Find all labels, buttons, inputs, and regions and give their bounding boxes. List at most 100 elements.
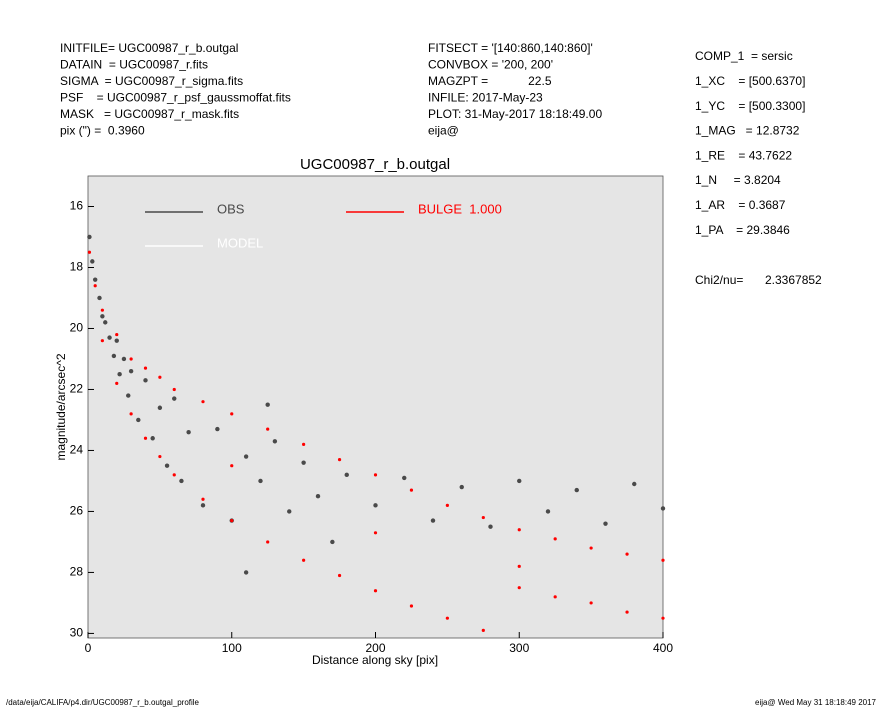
footer-stamp: eija@ Wed May 31 18:18:49 2017	[755, 698, 876, 707]
data-point	[157, 405, 163, 410]
x-tick-label: 300	[509, 641, 529, 655]
data-point	[164, 463, 170, 468]
x-tick-label: 0	[85, 641, 92, 655]
header-line: PSF = UGC00987_r_psf_gaussmoffat.fits	[60, 91, 291, 105]
component-param: 1_PA = 29.3846	[695, 223, 790, 237]
data-point	[150, 436, 155, 441]
data-point	[115, 332, 119, 337]
data-point	[373, 473, 378, 477]
header-line: SIGMA = UGC00987_r_sigma.fits	[60, 74, 243, 88]
data-point	[111, 353, 117, 359]
data-point	[481, 628, 485, 632]
data-point	[117, 372, 122, 377]
y-tick-label: 18	[70, 260, 84, 274]
data-point	[337, 458, 342, 462]
data-point	[114, 338, 119, 343]
data-point	[143, 366, 148, 370]
chart-title: UGC00987_r_b.outgal	[300, 156, 450, 173]
data-point	[136, 417, 141, 423]
component-param: 1_YC = [500.3300]	[695, 99, 805, 113]
footer-path: /data/eija/CALIFA/p4.dir/UGC00987_r_b.ou…	[6, 698, 200, 707]
data-point	[107, 335, 112, 340]
header-line: pix (") = 0.3960	[60, 124, 145, 138]
data-point	[553, 537, 557, 541]
data-point	[373, 589, 378, 593]
y-tick-label: 28	[70, 565, 84, 579]
legend-label: OBS	[217, 201, 245, 216]
data-point	[344, 472, 349, 478]
data-point	[589, 601, 593, 605]
data-point	[409, 488, 414, 492]
data-point	[186, 429, 191, 435]
data-point	[172, 387, 176, 392]
data-point	[481, 515, 485, 520]
legend-label: BULGE 1.000	[418, 201, 502, 216]
data-point	[179, 478, 184, 484]
component-param: 1_RE = 43.7622	[695, 148, 792, 162]
data-point	[143, 436, 148, 440]
header-line: eija@	[428, 124, 459, 138]
y-tick-label: 22	[70, 382, 84, 396]
chi2-value: 2.3367852	[765, 273, 822, 287]
data-point	[126, 393, 131, 398]
data-point	[445, 503, 449, 507]
data-point	[201, 400, 205, 404]
data-point	[589, 546, 593, 550]
data-point	[553, 595, 557, 599]
data-point	[115, 381, 119, 385]
data-point	[266, 540, 270, 544]
data-point	[172, 473, 176, 477]
component-param: 1_AR = 0.3687	[695, 198, 786, 212]
data-point	[632, 481, 637, 487]
y-tick-label: 20	[70, 321, 84, 335]
x-tick-label: 100	[222, 641, 242, 655]
x-axis-label: Distance along sky [pix]	[312, 653, 438, 667]
data-point	[158, 375, 162, 379]
data-point	[92, 277, 98, 282]
header-line: CONVBOX = '200, 200'	[428, 58, 553, 72]
data-point	[660, 506, 666, 511]
y-tick-label: 24	[70, 443, 84, 457]
data-point	[266, 427, 270, 431]
data-point	[445, 616, 449, 620]
data-point	[545, 509, 551, 514]
data-point	[402, 475, 407, 481]
header-line: INITFILE= UGC00987_r_b.outgal	[60, 41, 238, 55]
chi2-label: Chi2/nu=	[695, 273, 743, 287]
x-tick-label: 400	[653, 641, 673, 655]
x-tick-label: 200	[365, 641, 385, 655]
data-point	[625, 610, 629, 614]
data-point	[517, 528, 521, 532]
data-point	[661, 616, 665, 620]
y-tick-label: 16	[70, 199, 84, 213]
header-line: INFILE: 2017-May-23	[428, 91, 543, 105]
header-line: MAGZPT = 22.5	[428, 74, 552, 88]
data-point	[315, 493, 321, 499]
data-point	[172, 396, 177, 401]
data-point	[230, 412, 234, 416]
data-point	[200, 503, 206, 508]
data-point	[243, 454, 249, 459]
data-point	[100, 314, 105, 319]
y-tick-label: 26	[70, 504, 84, 518]
data-point	[301, 460, 306, 465]
component-param: 1_MAG = 12.8732	[695, 124, 800, 138]
data-point	[87, 250, 92, 254]
data-point	[430, 518, 436, 523]
data-point	[517, 586, 521, 590]
data-point	[87, 234, 92, 240]
header-line: FITSECT = '[140:860,140:860]'	[428, 41, 593, 55]
data-point	[517, 478, 522, 484]
data-point	[215, 426, 220, 432]
data-point	[272, 439, 278, 444]
header-line: DATAIN = UGC00987_r.fits	[60, 58, 208, 72]
data-point	[258, 478, 263, 484]
data-point	[93, 284, 97, 288]
data-point	[100, 339, 104, 343]
data-point	[201, 497, 205, 501]
data-point	[459, 484, 464, 490]
header-line: MASK = UGC00987_r_mask.fits	[60, 107, 239, 121]
data-point	[625, 552, 629, 556]
data-point	[574, 487, 579, 493]
